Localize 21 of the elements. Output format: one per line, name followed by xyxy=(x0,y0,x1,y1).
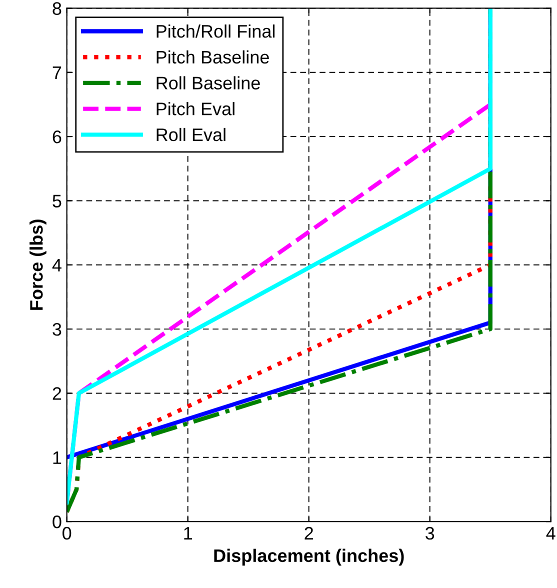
y-tick-label: 0 xyxy=(52,515,62,528)
x-tick-label: 1 xyxy=(184,527,192,540)
x-axis-title: Displacement (inches) xyxy=(214,548,404,566)
x-tick-label: 3 xyxy=(426,526,434,540)
x-tick-label: 0 xyxy=(62,526,72,540)
y-tick-label: 2 xyxy=(52,387,62,400)
y-tick-label: 6 xyxy=(52,130,62,144)
legend-label: Pitch Baseline xyxy=(156,50,269,64)
x-tick-label: 4 xyxy=(546,527,556,540)
legend-label: Roll Eval xyxy=(156,128,226,142)
legend-label: Pitch/Roll Final xyxy=(156,24,275,38)
y-tick-label: 3 xyxy=(52,322,62,336)
y-tick-label: 5 xyxy=(52,194,62,208)
legend-label: Pitch Eval xyxy=(156,102,234,116)
legend-label: Roll Baseline xyxy=(156,76,260,90)
y-tick-label: 1 xyxy=(53,452,62,464)
x-tick-label: 2 xyxy=(304,526,313,540)
y-tick-label: 4 xyxy=(52,259,62,272)
y-tick-label: 8 xyxy=(52,2,62,15)
y-tick-label: 7 xyxy=(52,66,62,79)
y-axis-title: Force (lbs) xyxy=(30,220,46,310)
